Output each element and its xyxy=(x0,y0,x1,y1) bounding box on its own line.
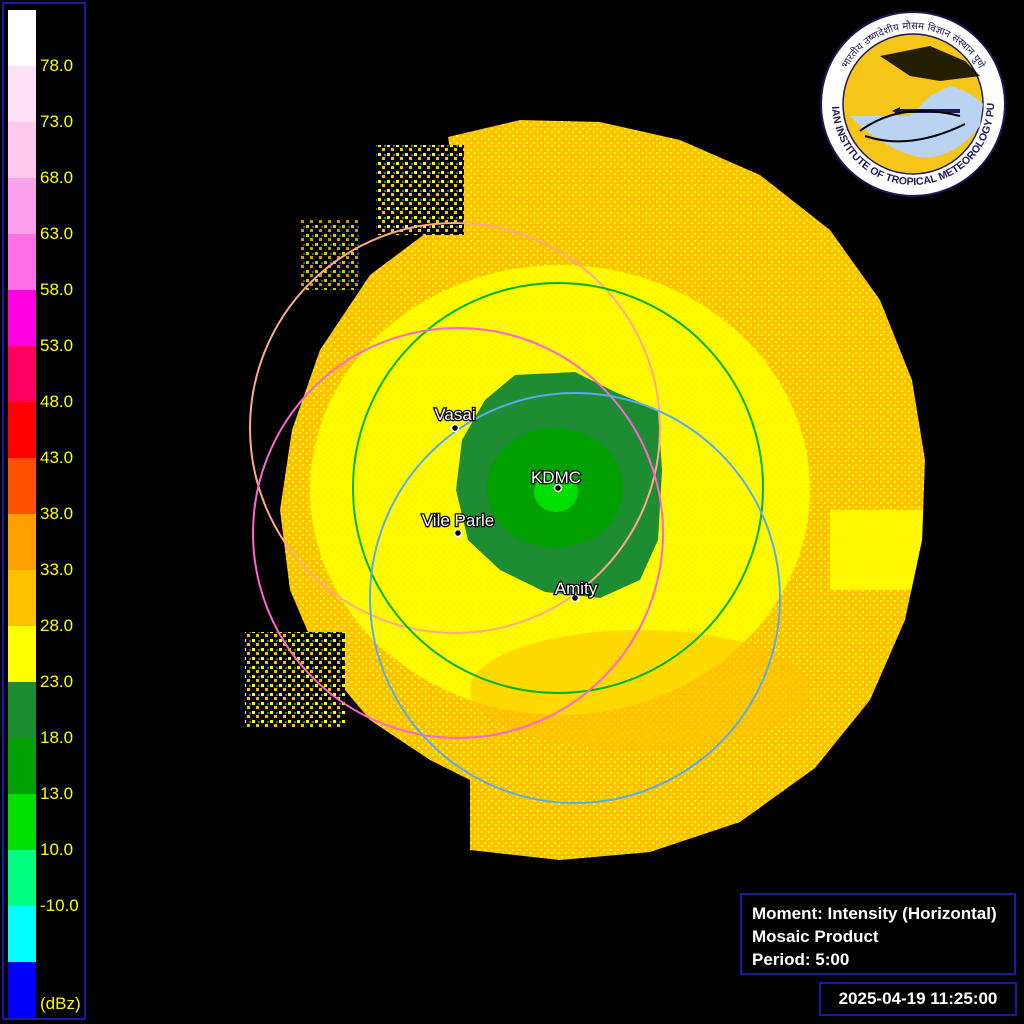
colorbar-tick-label: 53.0 xyxy=(40,336,74,355)
period-label: Period: 5:00 xyxy=(752,950,850,969)
colorbar-swatch xyxy=(8,962,36,1018)
colorbar-swatch xyxy=(8,178,36,234)
colorbar-swatch xyxy=(8,906,36,962)
colorbar-swatches xyxy=(8,10,36,1018)
colorbar-tick-label: 28.0 xyxy=(40,616,74,635)
range-ring-vasai xyxy=(249,222,661,634)
timestamp: 2025-04-19 11:25:00 xyxy=(819,982,1017,1016)
colorbar-tick-label: 43.0 xyxy=(40,448,74,467)
moment-label: Moment: Intensity (Horizontal) xyxy=(752,904,997,923)
colorbar-tick-label: 68.0 xyxy=(40,168,74,187)
station-vile-parle[interactable]: Vile Parle xyxy=(421,510,495,538)
colorbar-swatch xyxy=(8,570,36,626)
colorbar-tick-label: 78.0 xyxy=(40,56,74,75)
station-markers: Vasai KDMC Vile Parle Amity xyxy=(421,404,599,603)
reflectivity-sweep xyxy=(245,120,925,860)
colorbar-swatch xyxy=(8,402,36,458)
station-amity[interactable]: Amity xyxy=(554,578,599,603)
station-kdmc[interactable]: KDMC xyxy=(530,467,582,493)
echo-core xyxy=(534,472,578,512)
colorbar-tick-label: 38.0 xyxy=(40,504,74,523)
product-info-box: Moment: Intensity (Horizontal) Mosaic Pr… xyxy=(740,893,1016,975)
colorbar-swatch xyxy=(8,290,36,346)
colorbar-swatch xyxy=(8,794,36,850)
colorbar-swatch xyxy=(8,850,36,906)
colorbar-tick-label: 18.0 xyxy=(40,728,74,747)
colorbar-swatch xyxy=(8,346,36,402)
range-ring-kdmc xyxy=(352,282,764,694)
colorbar-swatch xyxy=(8,234,36,290)
station-marker xyxy=(453,528,463,538)
colorbar-swatch xyxy=(8,738,36,794)
station-marker xyxy=(553,483,563,493)
colorbar-legend: 78.0 73.0 68.0 63.0 58.0 53.0 48.0 43.0 38.0 33.0… xyxy=(2,2,86,1020)
colorbar-swatch xyxy=(8,626,36,682)
colorbar-swatch xyxy=(8,682,36,738)
range-ring-amity xyxy=(369,392,781,804)
station-label: Vile Parle xyxy=(422,511,494,530)
scatter-echo-north xyxy=(376,145,464,235)
colorbar-tick-label: 10.0 xyxy=(40,840,74,859)
colorbar-tick-label: 23.0 xyxy=(40,672,74,691)
colorbar-tick-label: 33.0 xyxy=(40,560,74,579)
iitm-logo: INDIAN INSTITUTE OF TROPICAL METEOROLOGY… xyxy=(820,6,1006,197)
colorbar-swatch xyxy=(8,66,36,122)
colorbar-swatch xyxy=(8,122,36,178)
colorbar-swatch xyxy=(8,458,36,514)
station-marker xyxy=(570,593,580,603)
colorbar-tick-label: 63.0 xyxy=(40,224,74,243)
colorbar-swatch xyxy=(8,514,36,570)
radar-range-rings xyxy=(249,222,781,804)
colorbar-tick-label: 48.0 xyxy=(40,392,74,411)
colorbar-tick-label: 73.0 xyxy=(40,112,74,131)
scatter-echo-west xyxy=(245,632,345,728)
colorbar-tick-label: 58.0 xyxy=(40,280,74,299)
colorbar-tick-label: 13.0 xyxy=(40,784,74,803)
colorbar-tick-label: -10.0 xyxy=(40,896,79,915)
product-label: Mosaic Product xyxy=(752,927,879,946)
station-label: Vasai xyxy=(434,405,475,424)
colorbar-units: (dBz) xyxy=(40,994,81,1013)
station-vasai[interactable]: Vasai xyxy=(433,404,477,433)
station-label: Amity xyxy=(555,579,598,598)
station-marker xyxy=(450,423,460,433)
scatter-echo-nw xyxy=(300,220,360,290)
range-ring-vile-parle xyxy=(252,327,664,739)
station-label: KDMC xyxy=(531,468,581,487)
colorbar-swatch xyxy=(8,10,36,66)
